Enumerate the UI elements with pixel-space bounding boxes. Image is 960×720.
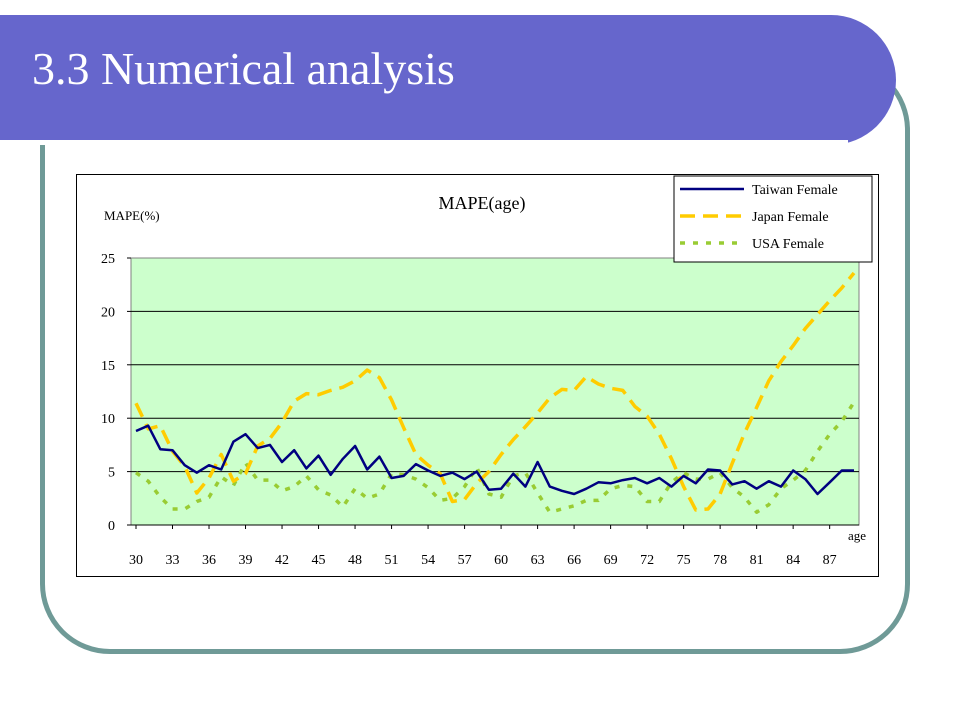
y-tick-label: 0 [108,519,115,534]
y-tick-label: 15 [101,359,115,374]
x-tick-label: 45 [312,553,326,568]
y-tick-label: 20 [101,305,115,320]
legend-label: Japan Female [752,210,829,225]
series-line-usa-female [134,401,856,514]
x-axis-label: age [848,528,866,543]
x-tick-label: 84 [786,553,800,568]
title-underline [0,140,848,145]
x-tick-label: 42 [275,553,289,568]
x-tick-label: 75 [677,553,691,568]
series-line-taiwan-female [135,424,854,496]
x-tick-label: 36 [202,553,216,568]
x-tick-label: 81 [750,553,764,568]
y-tick-label: 25 [101,252,115,267]
chart-title: MAPE(age) [439,193,526,214]
x-tick-label: 66 [567,553,581,568]
x-tick-label: 60 [494,553,508,568]
x-tick-label: 69 [604,553,618,568]
slide-title: 3.3 Numerical analysis [32,43,455,94]
legend-box [673,175,873,263]
x-tick-label: 48 [348,553,362,568]
x-tick-label: 78 [713,553,727,568]
legend: Taiwan Female Japan Female USA Female [673,175,873,263]
x-tick-label: 87 [823,553,837,568]
chart: 0 5 10 15 20 25 30 33 36 39 42 45 48 51 54 57 60 63 66 69 72… [76,174,880,578]
x-tick-label: 54 [421,553,435,568]
title-bar [0,15,896,145]
x-tick-label: 39 [239,553,253,568]
y-tick-label: 5 [108,466,115,481]
legend-label: USA Female [752,237,824,252]
plot-area [130,257,860,526]
x-tick-label: 51 [385,553,399,568]
y-tick-label: 10 [101,412,115,427]
series-line-japan-female [134,271,856,512]
chart-svg: 0 5 10 15 20 25 30 33 36 39 42 45 48 51 54 57 60 63 66 69 72… [76,174,879,577]
x-tick-label: 57 [458,553,472,568]
x-tick-label: 33 [166,553,180,568]
x-tick-label: 72 [640,553,654,568]
y-axis-label: MAPE(%) [104,208,160,223]
legend-label: Taiwan Female [752,183,838,198]
x-tick-label: 63 [531,553,545,568]
x-tick-label: 30 [129,553,143,568]
